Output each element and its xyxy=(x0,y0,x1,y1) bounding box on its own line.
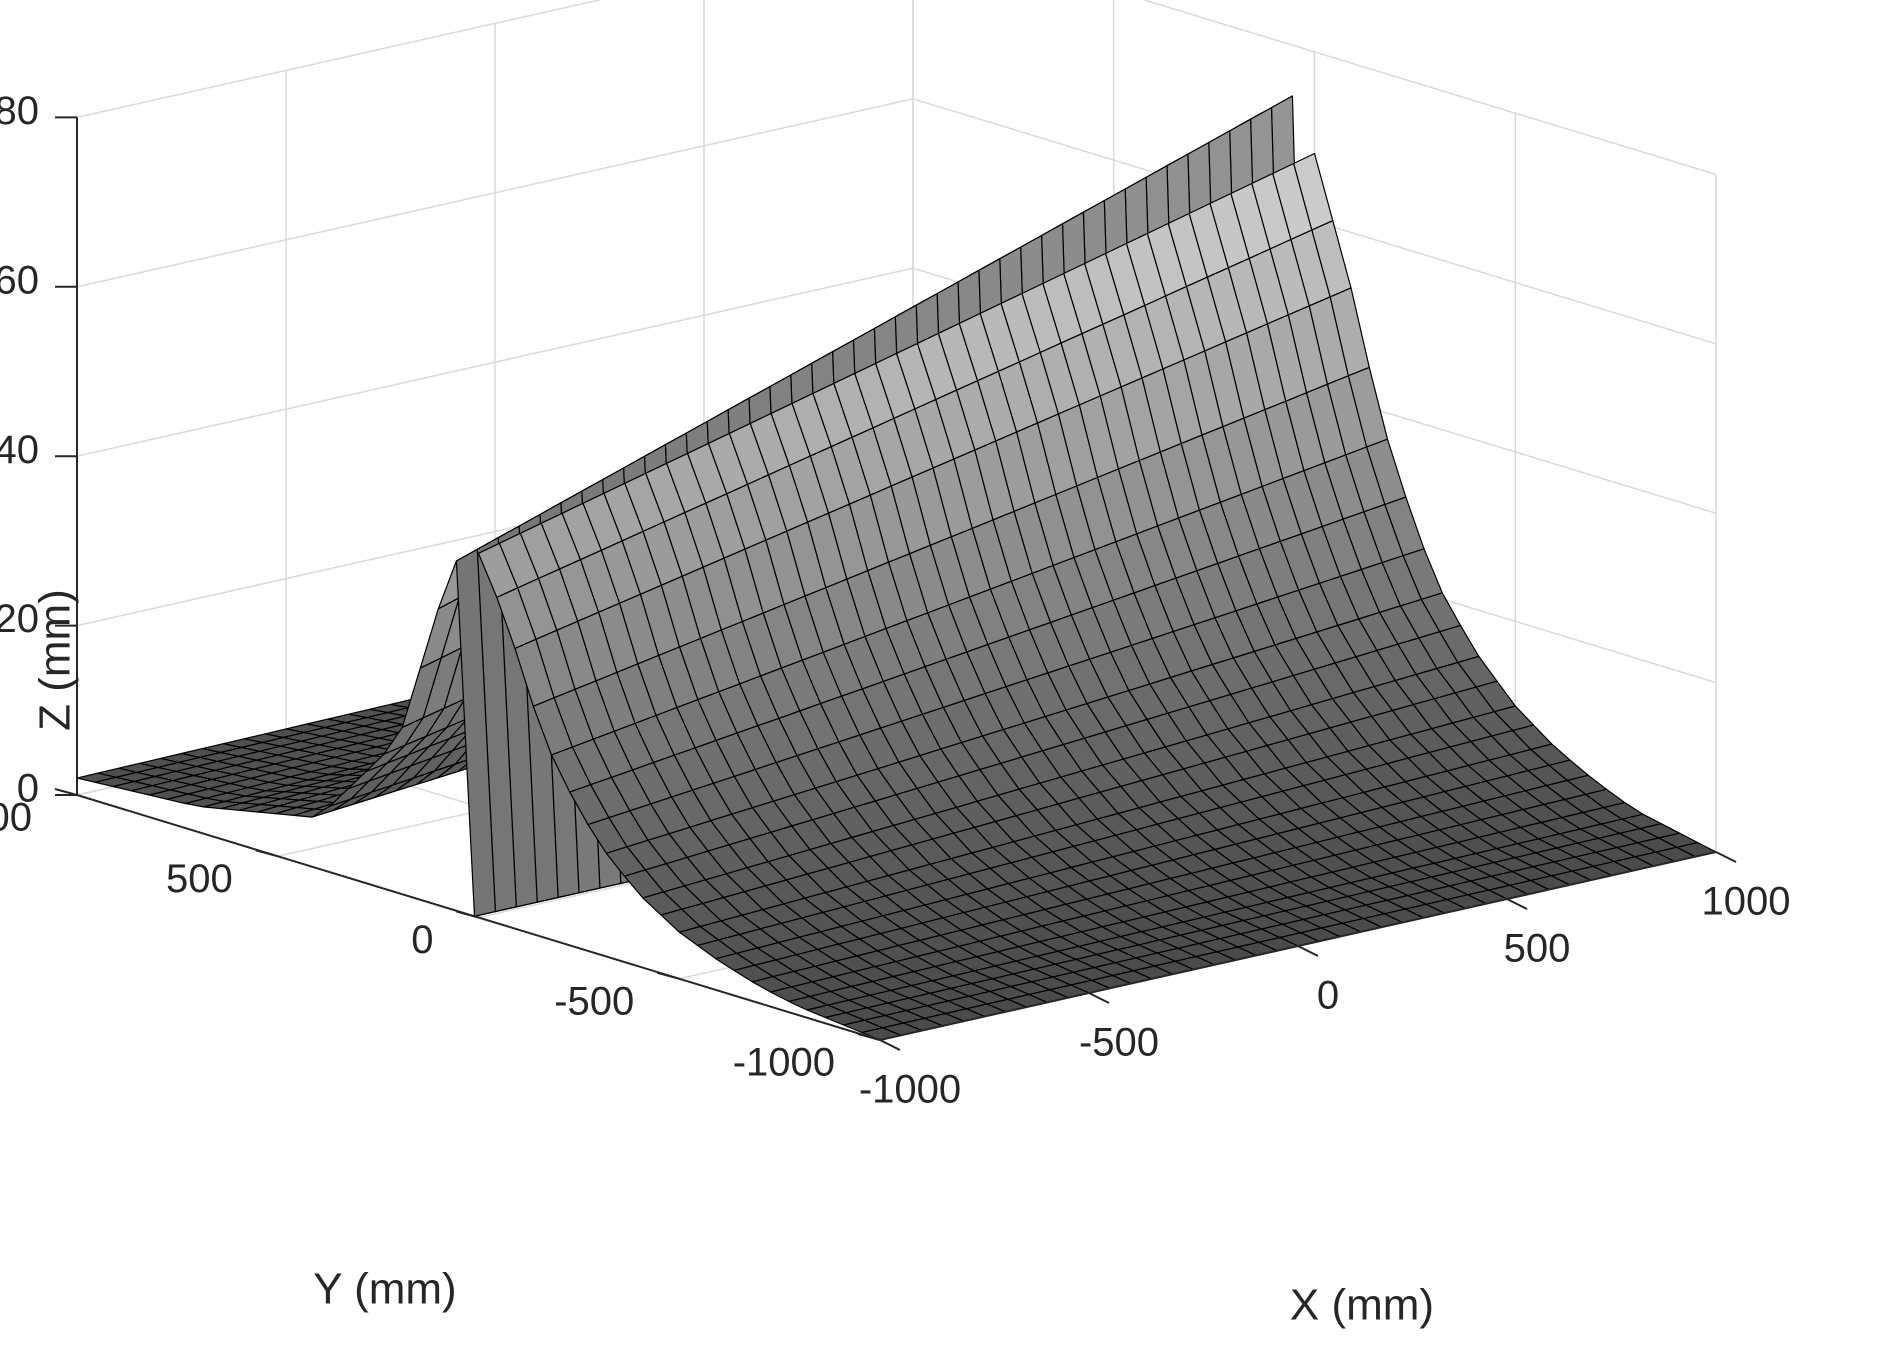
y-tick xyxy=(656,971,680,980)
y-tick xyxy=(857,1033,881,1041)
y-tick-label: 500 xyxy=(166,857,233,901)
z-tick-label: 20 xyxy=(0,597,39,641)
z-tick-label: 0 xyxy=(17,767,39,811)
grid-line xyxy=(76,267,914,457)
x-tick xyxy=(879,1039,901,1051)
grid-line xyxy=(1141,0,1717,176)
y-tick-label: -1000 xyxy=(733,1041,835,1085)
y-tick-label: 1000 xyxy=(0,796,32,840)
z-axis-label: Z (mm) xyxy=(31,589,80,731)
x-tick-label: -1000 xyxy=(859,1068,961,1112)
z-tick-label: 40 xyxy=(0,428,39,472)
z-tick-label: 60 xyxy=(0,258,39,302)
surface-patch xyxy=(599,882,622,889)
y-tick-label: 0 xyxy=(411,918,433,962)
surface-patch xyxy=(536,896,559,903)
x-tick xyxy=(1506,898,1528,910)
y-tick xyxy=(54,788,78,796)
x-tick-label: -500 xyxy=(1079,1021,1159,1065)
surface-patch xyxy=(515,901,538,908)
x-tick-label: 0 xyxy=(1317,974,1339,1018)
surface-patch xyxy=(557,892,580,899)
surface-patch xyxy=(578,887,601,894)
x-axis-label: X (mm) xyxy=(1290,1281,1434,1330)
y-axis-label: Y (mm) xyxy=(313,1265,456,1314)
x-tick xyxy=(1088,992,1110,1004)
axis-labels: 0 20 40 60 80 -1000 -500 0 500 1000 -1000 -500 0 500 1… xyxy=(0,89,1790,1330)
surface-mesh xyxy=(76,95,1717,1041)
grid-line xyxy=(76,98,914,288)
x-tick xyxy=(1715,851,1737,863)
axes xyxy=(54,116,1737,1051)
y-tick xyxy=(255,849,279,858)
surface-patch xyxy=(494,906,517,913)
x-tick xyxy=(1297,945,1319,957)
y-tick-label: -500 xyxy=(554,979,634,1023)
x-tick-label: 1000 xyxy=(1702,880,1791,924)
z-tick-label: 80 xyxy=(0,89,39,133)
surface-patch xyxy=(473,910,496,917)
x-tick-label: 500 xyxy=(1504,927,1571,971)
y-tick xyxy=(456,910,479,919)
grid-line xyxy=(76,0,603,119)
